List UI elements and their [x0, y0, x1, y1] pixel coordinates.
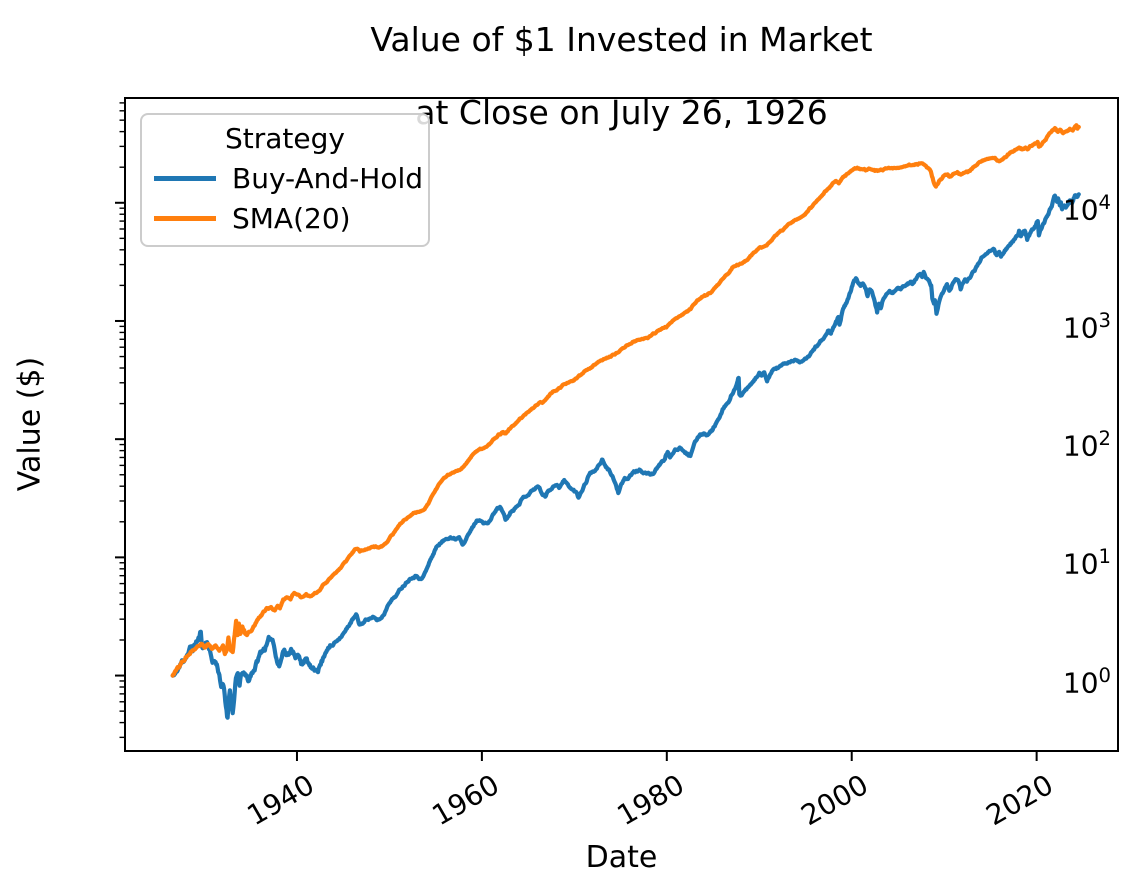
- legend-entry-buy-and-hold: Buy-And-Hold: [154, 158, 423, 199]
- y-tick-label-1e4: 104: [1062, 190, 1111, 227]
- legend-line-sma20-icon: [154, 216, 216, 222]
- legend-line-buy-and-hold-icon: [154, 175, 216, 181]
- chart-title-line2: at Close on July 26, 1926: [415, 92, 828, 132]
- y-tick-label-1e2: 102: [1062, 427, 1111, 463]
- x-axis-label: Date: [585, 840, 658, 875]
- axes-spine: [124, 97, 1119, 752]
- y-axis-label: Value ($): [12, 356, 48, 492]
- chart-title-line1: Value of $1 Invested in Market: [370, 20, 873, 59]
- legend-entry-sma20: SMA(20): [154, 198, 416, 239]
- y-tick-label-1e0: 100: [1062, 663, 1111, 699]
- legend-title: Strategy: [225, 122, 345, 155]
- y-tick-label-1e3: 103: [1062, 308, 1111, 345]
- legend: Strategy Buy-And-Hold SMA(20): [140, 113, 430, 247]
- legend-label-buy-and-hold: Buy-And-Hold: [232, 161, 424, 195]
- chart-title: Value of $1 Invested in Market at Close …: [125, 20, 1118, 132]
- line-sma-20-: [170, 123, 1081, 678]
- legend-label-sma20: SMA(20): [232, 202, 351, 236]
- data-lines: [170, 123, 1081, 720]
- y-tick-label-1e1: 101: [1062, 545, 1111, 581]
- line-buy-and-hold: [170, 192, 1081, 720]
